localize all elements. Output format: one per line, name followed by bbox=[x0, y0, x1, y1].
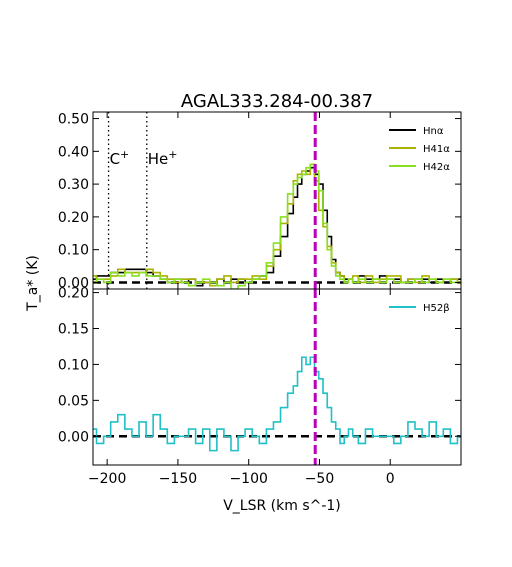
chart-title: AGAL333.284-00.387 bbox=[181, 91, 373, 112]
figure-labels: AGAL333.284-00.387 T_a* (K) V_LSR (km s^… bbox=[25, 91, 373, 514]
y-tick-label: 0.20 bbox=[58, 286, 89, 302]
y-tick-label: 0.30 bbox=[58, 177, 89, 193]
series-line bbox=[93, 163, 461, 289]
y-tick-label: 0.20 bbox=[58, 210, 89, 226]
y-tick-label: 0.50 bbox=[58, 112, 89, 128]
series-line bbox=[93, 356, 461, 452]
y-tick-label: 0.10 bbox=[58, 357, 89, 373]
x-tick-label: −50 bbox=[305, 471, 335, 487]
x-tick-label: −200 bbox=[88, 471, 126, 487]
x-axis-label: V_LSR (km s^-1) bbox=[223, 498, 341, 514]
marker-label: He+ bbox=[148, 148, 178, 168]
legend-label: H41α bbox=[423, 144, 450, 155]
y-tick-label: 0.00 bbox=[58, 275, 89, 291]
y-tick-label: 0.10 bbox=[58, 243, 89, 259]
y-tick-label: 0.15 bbox=[58, 322, 89, 338]
plot-area bbox=[93, 112, 461, 289]
y-tick-label: 0.00 bbox=[58, 429, 89, 445]
y-tick-label: 0.05 bbox=[58, 393, 89, 409]
bottom-panel: 0.00 0.05 0.10 0.15 0.20 −200 −150 −100 −50 0 H52β bbox=[58, 286, 462, 487]
axes-frame bbox=[92, 111, 462, 290]
x-tick-label: 0 bbox=[386, 471, 395, 487]
x-tick-label: −150 bbox=[159, 471, 197, 487]
top-panel: C+ He+ 0.00 0.10 0.20 0.30 0.40 0.50 Hnα H41α H42α bbox=[58, 111, 462, 291]
y-axis-label: T_a* (K) bbox=[25, 255, 41, 312]
y-tick-label: 0.40 bbox=[58, 144, 89, 160]
legend-label: H42α bbox=[423, 162, 450, 173]
axes-frame bbox=[92, 288, 462, 466]
x-tick-label: −100 bbox=[229, 471, 267, 487]
series-line bbox=[93, 163, 461, 287]
marker-label: C+ bbox=[110, 148, 130, 168]
series-line bbox=[93, 166, 461, 287]
legend-label: H52β bbox=[423, 303, 450, 314]
legend-label: Hnα bbox=[423, 126, 444, 137]
plot-area bbox=[93, 289, 461, 465]
